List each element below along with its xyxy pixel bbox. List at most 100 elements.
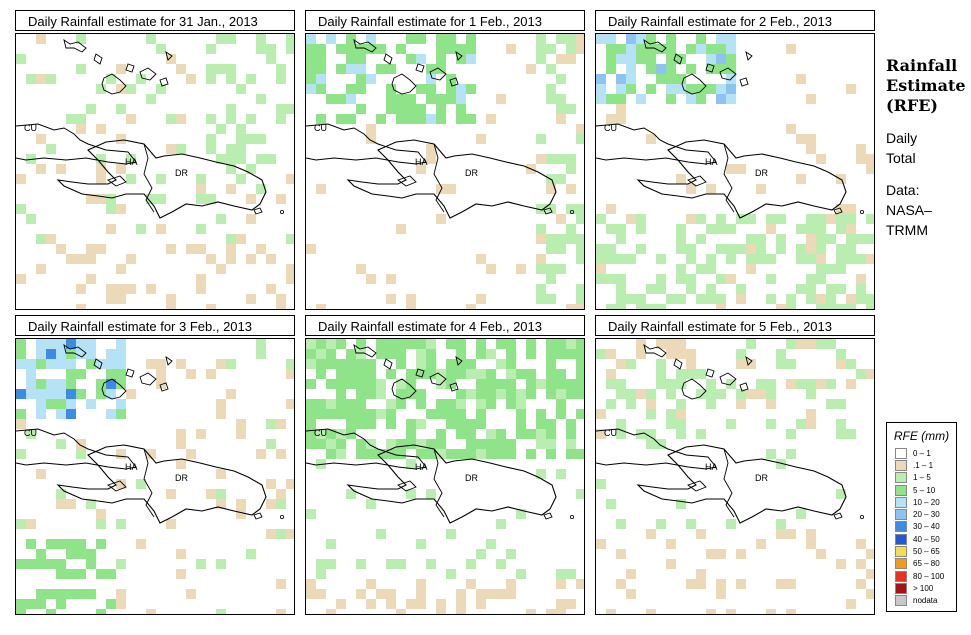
rainfall-cell — [396, 379, 406, 389]
rainfall-cell — [546, 359, 556, 369]
rainfall-cell — [136, 74, 146, 84]
rainfall-cell — [276, 579, 286, 589]
rainfall-cell — [476, 589, 486, 599]
rainfall-cell — [696, 214, 706, 224]
rainfall-cell — [806, 134, 816, 144]
rainfall-cell — [666, 74, 676, 84]
rainfall-cell — [716, 589, 726, 599]
rainfall-cell — [256, 34, 266, 44]
map-label-haiti: HA — [415, 462, 428, 472]
rainfall-cell — [576, 44, 584, 54]
rainfall-cell — [76, 284, 86, 294]
rainfall-cell — [606, 224, 616, 234]
rainfall-cell — [166, 489, 176, 499]
rainfall-cell — [466, 304, 476, 309]
rainfall-cell — [366, 379, 376, 389]
rainfall-cell — [316, 359, 326, 369]
rainfall-cell — [556, 54, 566, 64]
rainfall-cell — [796, 509, 806, 519]
rainfall-cell — [826, 234, 836, 244]
rainfall-cell — [666, 419, 676, 429]
rainfall-cell — [56, 489, 66, 499]
rainfall-cell — [36, 34, 46, 44]
rainfall-cell — [176, 439, 186, 449]
rainfall-cell — [16, 174, 26, 184]
rainfall-cell — [716, 549, 726, 559]
rainfall-cell — [226, 164, 236, 174]
rainfall-cell — [116, 599, 126, 609]
rainfall-cell — [566, 379, 576, 389]
rainfall-cell — [626, 399, 636, 409]
rainfall-cell — [446, 449, 456, 459]
rainfall-cell — [796, 134, 806, 144]
rainfall-cell — [396, 224, 406, 234]
rainfall-cell — [456, 589, 466, 599]
rainfall-cell — [636, 54, 646, 64]
rainfall-cell — [496, 449, 506, 459]
rainfall-cell — [566, 439, 576, 449]
rainfall-cell — [256, 44, 266, 54]
rainfall-cell — [566, 569, 576, 579]
map-label-haiti: HA — [125, 157, 138, 167]
legend-swatch — [895, 570, 907, 582]
rainfall-cell — [716, 389, 726, 399]
rainfall-cell — [606, 369, 616, 379]
rainfall-cell — [216, 469, 226, 479]
rainfall-cell — [416, 84, 426, 94]
rainfall-cell — [416, 164, 426, 174]
rainfall-cell — [696, 369, 706, 379]
rainfall-cell — [206, 74, 216, 84]
rainfall-cell — [36, 134, 46, 144]
rainfall-cell — [146, 609, 156, 614]
rainfall-cell — [366, 369, 376, 379]
rainfall-cell — [106, 569, 116, 579]
rainfall-cell — [516, 429, 526, 439]
rainfall-cell — [196, 184, 206, 194]
rainfall-cell — [16, 599, 26, 609]
rainfall-map: CU HA DR — [595, 33, 875, 310]
rainfall-cell — [426, 359, 436, 369]
rainfall-cell — [466, 449, 476, 459]
legend-label: 20 – 30 — [913, 510, 940, 520]
rainfall-cell — [116, 164, 126, 174]
rainfall-cell — [366, 44, 376, 54]
rainfall-cell — [46, 144, 56, 154]
rainfall-cell — [596, 74, 606, 84]
rainfall-cell — [806, 284, 816, 294]
rainfall-cell — [276, 304, 286, 309]
rainfall-cell — [56, 399, 66, 409]
rainfall-cell — [86, 274, 96, 284]
rainfall-cell — [356, 339, 366, 349]
rainfall-cell — [186, 449, 196, 459]
rainfall-cell — [616, 429, 626, 439]
rainfall-cell — [446, 409, 456, 419]
rainfall-cell — [116, 349, 126, 359]
rainfall-cell — [326, 409, 336, 419]
rainfall-cell — [576, 339, 584, 349]
rainfall-cell — [836, 304, 846, 309]
rainfall-cell — [66, 254, 76, 264]
rainfall-cell — [786, 304, 796, 309]
rainfall-cell — [66, 569, 76, 579]
rainfall-cell — [486, 264, 496, 274]
rainfall-cell — [446, 84, 456, 94]
rainfall-cell — [286, 479, 294, 489]
rainfall-cell — [356, 379, 366, 389]
rainfall-cell — [466, 389, 476, 399]
rainfall-cell — [266, 529, 276, 539]
rainfall-cell — [126, 174, 136, 184]
rainfall-cell — [786, 339, 796, 349]
rainfall-cell — [466, 579, 476, 589]
rainfall-cell — [836, 284, 846, 294]
rainfall-cell — [286, 369, 294, 379]
rainfall-cell — [156, 84, 166, 94]
rainfall-cell — [616, 304, 626, 309]
rainfall-cell — [756, 254, 766, 264]
rainfall-cell — [706, 224, 716, 234]
rainfall-cell — [386, 409, 396, 419]
rainfall-cell — [546, 64, 556, 74]
rainfall-cell — [676, 349, 686, 359]
rainfall-cell — [556, 609, 566, 614]
rainfall-cell — [836, 254, 846, 264]
rainfall-cell — [706, 389, 716, 399]
